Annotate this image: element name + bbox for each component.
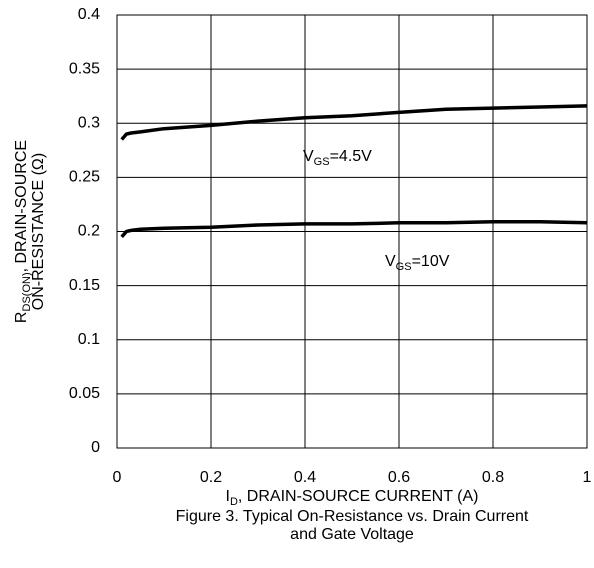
text-part: I xyxy=(225,488,229,505)
text-part: ON-RESISTANCE (Ω) xyxy=(30,153,47,310)
chart-title: Figure 3. Typical On-Resistance vs. Drai… xyxy=(176,508,529,525)
y-tick-label: 0.15 xyxy=(69,277,100,294)
chart-title: and Gate Voltage xyxy=(290,526,414,543)
y-axis-label: ON-RESISTANCE (Ω) xyxy=(30,153,47,310)
y-tick-label: 0.2 xyxy=(78,223,100,240)
text-part: R xyxy=(13,312,30,324)
x-tick-label: 1 xyxy=(583,469,592,486)
line-series xyxy=(120,220,588,239)
y-tick-label: 0.4 xyxy=(78,6,100,23)
y-tick-label: 0.25 xyxy=(69,169,100,186)
text-part: V xyxy=(385,253,396,270)
y-tick-label: 0.05 xyxy=(69,385,100,402)
text-part: GS xyxy=(314,156,330,168)
x-axis-label: ID, DRAIN-SOURCE CURRENT (A) xyxy=(225,488,478,508)
line-series xyxy=(120,104,588,141)
text-part: D xyxy=(230,496,238,508)
text-part: GS xyxy=(396,261,412,273)
y-tick-label: 0 xyxy=(91,439,100,456)
y-tick-label: 0.1 xyxy=(78,331,100,348)
text-part: V xyxy=(303,148,314,165)
plot-frame xyxy=(116,14,588,449)
text-part: , DRAIN-SOURCE CURRENT (A) xyxy=(238,488,479,505)
x-tick-label: 0.2 xyxy=(200,469,222,486)
y-axis-label: RDS(ON), DRAIN-SOURCE xyxy=(13,140,33,323)
y-tick-label: 0.35 xyxy=(69,60,100,77)
text-part: =4.5V xyxy=(330,148,373,165)
text-part: DS(ON) xyxy=(21,272,33,311)
annotation: VGS=10V xyxy=(385,253,450,273)
y-tick-label: 0.3 xyxy=(78,114,100,131)
text-part: , DRAIN-SOURCE xyxy=(13,140,30,272)
x-tick-label: 0 xyxy=(113,469,122,486)
x-tick-label: 0.4 xyxy=(294,469,316,486)
text-part: =10V xyxy=(412,253,450,270)
x-tick-label: 0.8 xyxy=(482,469,504,486)
x-tick-label: 0.6 xyxy=(388,469,410,486)
annotation: VGS=4.5V xyxy=(303,148,372,168)
